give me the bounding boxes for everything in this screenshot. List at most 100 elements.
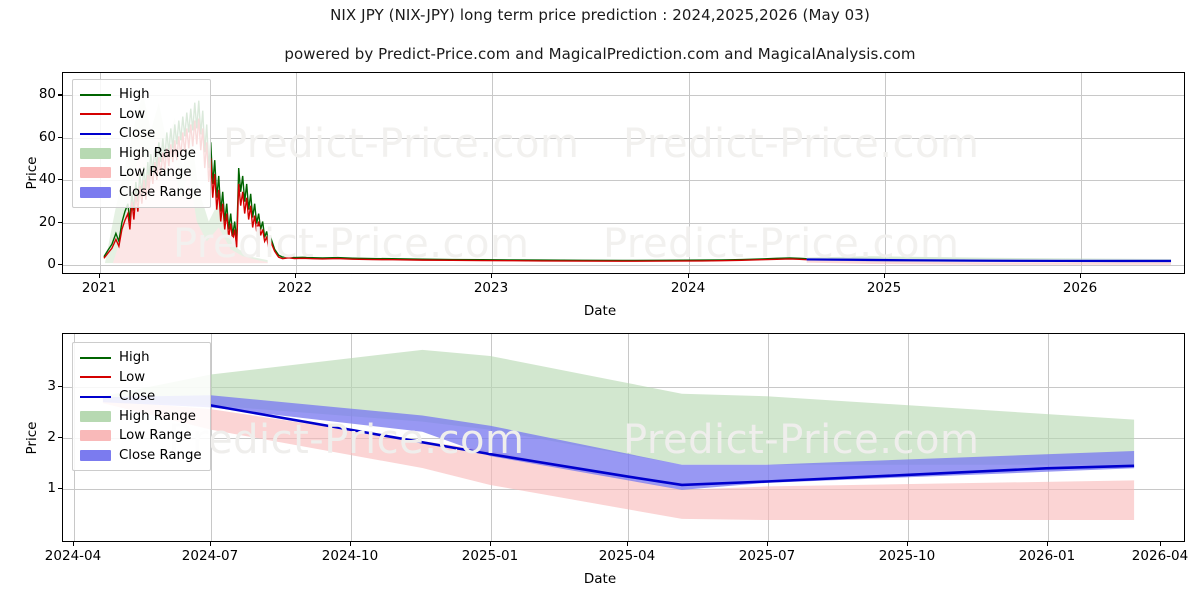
bottom-chart-y-axis-title: Price — [24, 421, 40, 455]
legend-patch-swatch-close-range — [80, 449, 111, 461]
legend-item-close: Close — [80, 124, 202, 144]
legend-line-swatch-high — [80, 93, 111, 96]
tickmark — [58, 221, 62, 223]
tickmark — [627, 542, 629, 546]
gridline-horizontal — [63, 222, 1184, 224]
tickmark — [58, 264, 62, 266]
gridline-horizontal — [63, 95, 1184, 97]
tickmark — [295, 274, 297, 278]
gridline-vertical — [296, 73, 297, 273]
legend-label: Low Range — [119, 428, 192, 443]
tickmark — [490, 542, 492, 546]
legend-label: High — [119, 87, 150, 102]
legend-line-swatch-close — [80, 132, 111, 135]
xtick-label: 2025-07 — [738, 548, 796, 564]
legend-label: Close — [119, 126, 156, 141]
legend-patch-swatch-close-range — [80, 186, 111, 198]
legend-item-high-range: High Range — [80, 407, 202, 427]
top-chart-y-axis-title: Price — [24, 156, 40, 190]
page-title: NIX JPY (NIX-JPY) long term price predic… — [330, 6, 870, 24]
legend-label: Close Range — [119, 184, 202, 200]
xtick-label: 2024-07 — [181, 548, 239, 564]
legend-label: Close — [119, 389, 156, 404]
xtick-label: 2026-04 — [1131, 548, 1189, 564]
legend-line-swatch-low — [80, 113, 111, 116]
xtick-label: 2025-10 — [878, 548, 936, 564]
xtick-label: 2024-10 — [321, 548, 379, 564]
gridline-vertical — [492, 73, 493, 273]
legend-label: Close Range — [119, 447, 202, 463]
legend-item-low: Low — [80, 368, 202, 388]
ytick-label: 0 — [47, 256, 56, 272]
tickmark — [1080, 274, 1082, 278]
legend-line-swatch-close — [80, 395, 111, 398]
legend-item-low-range: Low Range — [80, 163, 202, 183]
top-chart-x-axis-title: Date — [583, 303, 617, 319]
tickmark — [767, 542, 769, 546]
xtick-label: 2023 — [473, 280, 509, 296]
tickmark — [58, 436, 62, 439]
legend-patch-swatch-high-range — [80, 410, 111, 422]
page-subtitle: powered by Predict-Price.com and Magical… — [284, 45, 916, 63]
gridline-vertical — [689, 73, 690, 273]
tickmark — [907, 542, 909, 546]
gridline-vertical — [885, 73, 886, 273]
ytick-label: 2 — [47, 428, 56, 445]
tickmark — [1160, 542, 1162, 546]
xtick-label: 2024-04 — [44, 548, 102, 564]
legend-item-close: Close — [80, 387, 202, 407]
legend-item-high-range: High Range — [80, 144, 202, 164]
tickmark — [58, 488, 62, 490]
legend-patch-swatch-high-range — [80, 147, 111, 159]
ytick-label: 60 — [38, 128, 56, 145]
tickmark — [491, 274, 493, 278]
high-range-band — [102, 349, 1135, 465]
tickmark — [1047, 542, 1049, 546]
legend-label: Low Range — [119, 165, 192, 180]
legend-label: High — [119, 350, 150, 365]
legend-label: Low — [119, 106, 146, 122]
legend-item-high: High — [80, 348, 202, 368]
xtick-label: 2024 — [670, 280, 706, 296]
tickmark — [73, 542, 75, 546]
tickmark — [210, 542, 212, 546]
ytick-label: 1 — [47, 480, 56, 496]
legend-label: High Range — [119, 408, 196, 424]
ytick-label: 40 — [38, 171, 56, 188]
xtick-label: 2026 — [1062, 280, 1098, 296]
legend-item-close-range: Close Range — [80, 183, 202, 203]
legend-item-close-range: Close Range — [80, 446, 202, 466]
overview-chart-plot-area: Predict-Price.com Predict-Price.com Pred… — [62, 72, 1185, 274]
legend-patch-swatch-low-range — [80, 430, 111, 442]
tickmark — [58, 94, 62, 96]
legend-label: High Range — [119, 145, 196, 161]
legend-line-swatch-high — [80, 356, 111, 359]
tickmark — [99, 274, 101, 278]
legend-item-low: Low — [80, 105, 202, 125]
close-series-line — [210, 404, 1135, 487]
close-range-band — [102, 395, 1135, 490]
xtick-label: 2025-01 — [461, 548, 519, 564]
gridline-vertical — [211, 334, 212, 541]
legend-line-swatch-low — [80, 376, 111, 379]
xtick-label: 2026-01 — [1018, 548, 1076, 564]
overview-chart-svg — [103, 92, 1172, 265]
xtick-label: 2025-04 — [598, 548, 656, 564]
bottom-chart-ytick-labels: 1 2 3 — [4, 333, 56, 542]
tickmark — [884, 274, 886, 278]
tickmark — [688, 274, 690, 278]
legend-item-low-range: Low Range — [80, 426, 202, 446]
ytick-label: 3 — [47, 377, 56, 394]
forecast-detail-chart-svg — [102, 349, 1135, 521]
xtick-label: 2025 — [866, 280, 902, 296]
low-range-band — [102, 400, 1135, 521]
xtick-label: 2022 — [277, 280, 313, 296]
xtick-label: 2021 — [81, 280, 117, 296]
ytick-label: 20 — [38, 213, 56, 230]
legend-item-high: High — [80, 85, 202, 105]
top-chart-ytick-labels: 0 20 40 60 80 — [4, 72, 56, 274]
forecast-detail-chart-plot-area: Predict-Price.com Predict-Price.com — [62, 333, 1185, 542]
gridline-vertical — [1081, 73, 1082, 273]
gridline-horizontal — [63, 137, 1184, 139]
